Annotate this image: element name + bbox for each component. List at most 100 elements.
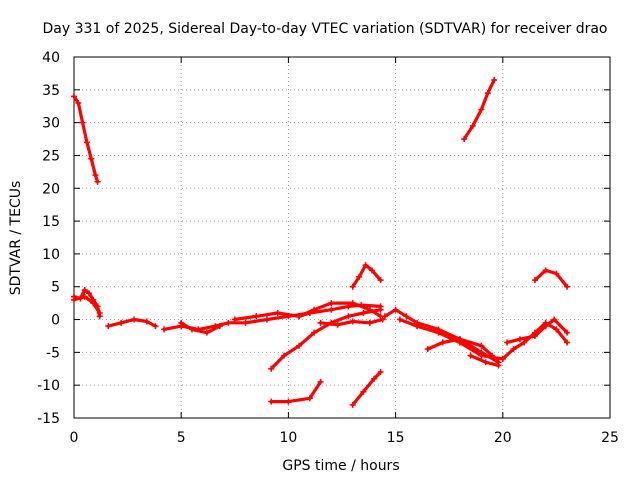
data-point <box>392 306 399 313</box>
data-point <box>424 346 431 353</box>
series-track-k <box>351 263 383 289</box>
data-point <box>360 309 367 316</box>
data-point <box>296 342 303 349</box>
x-tick-label: 10 <box>279 430 297 446</box>
data-point <box>377 277 384 284</box>
series-track-a <box>72 94 100 184</box>
data-point <box>268 365 275 372</box>
data-point <box>369 267 376 274</box>
data-point <box>467 352 474 359</box>
data-point <box>334 321 341 328</box>
axis-ticks <box>73 56 611 419</box>
data-point <box>328 306 335 313</box>
data-point <box>79 119 86 126</box>
y-tick-label: 5 <box>51 280 60 296</box>
data-point <box>317 378 324 385</box>
data-point <box>96 309 103 316</box>
y-tick-label: 20 <box>42 181 60 197</box>
data-point <box>328 300 335 307</box>
y-tick-label: -10 <box>37 378 60 394</box>
data-point <box>285 398 292 405</box>
data-point <box>531 332 538 339</box>
y-tick-label: 10 <box>42 247 60 263</box>
y-tick-label: -5 <box>46 345 60 361</box>
series-track-i <box>297 301 383 318</box>
series-track-f <box>179 321 222 335</box>
data-point <box>478 352 485 359</box>
series-track-c <box>72 295 102 315</box>
data-point <box>349 283 356 290</box>
data-point <box>377 369 384 376</box>
data-point <box>381 313 388 320</box>
data-point <box>435 329 442 336</box>
data-point <box>161 326 168 333</box>
series-track-l <box>383 308 501 364</box>
y-tick-label: -15 <box>37 411 60 427</box>
data-point <box>178 319 185 326</box>
data-point <box>317 319 324 326</box>
data-point <box>281 352 288 359</box>
data-point <box>71 296 77 303</box>
data-point <box>482 359 489 366</box>
data-point <box>311 329 318 336</box>
chart-title: Day 331 of 2025, Sidereal Day-to-day VTE… <box>42 21 607 37</box>
data-point <box>403 313 410 320</box>
data-point <box>366 306 373 313</box>
data-series <box>71 76 571 408</box>
data-point <box>253 313 260 320</box>
data-point <box>564 339 571 346</box>
data-point <box>231 316 238 323</box>
series-track-t <box>269 380 323 404</box>
data-point <box>553 326 560 333</box>
data-point <box>542 323 549 330</box>
data-point <box>152 323 159 330</box>
data-point <box>349 401 356 408</box>
y-tick-label: 25 <box>42 148 60 164</box>
data-point <box>75 99 82 106</box>
data-point <box>499 355 506 362</box>
series-track-m <box>398 317 505 361</box>
data-point <box>478 342 485 349</box>
data-point <box>491 76 498 83</box>
data-point <box>414 323 421 330</box>
data-point <box>469 122 476 129</box>
series-track-s <box>533 268 569 289</box>
data-point <box>489 352 496 359</box>
data-point <box>551 316 558 323</box>
data-point <box>105 323 112 330</box>
y-axis-label: SDTVAR / TECUs <box>8 181 24 296</box>
data-point <box>88 155 95 162</box>
y-tick-label: 35 <box>42 83 60 99</box>
data-point <box>461 136 468 143</box>
data-point <box>349 318 356 325</box>
data-point <box>345 313 352 320</box>
x-tick-label: 20 <box>494 430 512 446</box>
x-axis-label: GPS time / hours <box>282 458 399 474</box>
data-point <box>366 319 373 326</box>
data-point <box>396 316 403 323</box>
data-point <box>263 316 270 323</box>
data-point <box>531 277 538 284</box>
y-tick-label: 0 <box>51 313 60 329</box>
data-point <box>484 90 491 97</box>
data-point <box>81 293 88 300</box>
data-point <box>349 300 356 307</box>
data-point <box>92 172 99 179</box>
data-point <box>306 395 313 402</box>
grid <box>74 57 610 418</box>
y-tick-label: 15 <box>42 214 60 230</box>
data-point <box>131 316 138 323</box>
data-point <box>83 139 90 146</box>
data-point <box>86 290 93 297</box>
x-tick-labels: 0 5 10 15 20 25 <box>70 430 619 446</box>
x-tick-label: 5 <box>177 430 186 446</box>
data-point <box>311 306 318 313</box>
data-point <box>379 316 386 323</box>
series-track-u <box>351 370 383 407</box>
y-tick-label: 30 <box>42 116 60 132</box>
data-point <box>542 267 549 274</box>
data-point <box>510 346 517 353</box>
data-point <box>478 106 485 113</box>
data-point <box>296 313 303 320</box>
